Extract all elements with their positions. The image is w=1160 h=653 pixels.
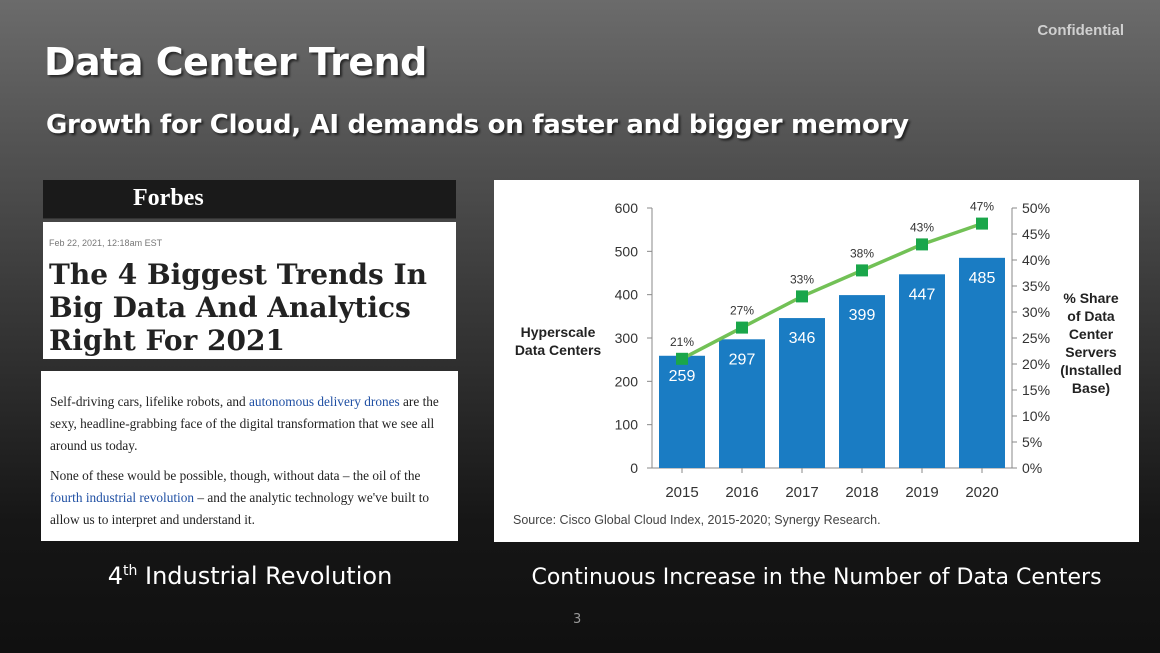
right-tick-label: 0% [1022,460,1042,476]
right-tick-label: 45% [1022,226,1050,242]
share-value-label: 43% [910,220,934,234]
bar-value-label: 485 [969,270,996,287]
right-caption: Continuous Increase in the Number of Dat… [531,565,1102,590]
chart-source: Source: Cisco Global Cloud Index, 2015-2… [513,513,881,527]
bar-value-label: 259 [669,368,696,385]
left-tick-label: 300 [615,330,639,346]
right-axis-title-line: Base) [1072,380,1110,396]
share-marker-2020 [976,217,988,230]
left-tick-label: 100 [615,417,639,433]
share-value-label: 38% [850,246,874,260]
slide-title: Data Center Trend [44,40,427,84]
share-value-label: 27% [730,304,754,318]
share-marker-2019 [916,238,928,251]
bar-2020 [959,257,1005,468]
right-axis-title-line: % Share [1063,290,1118,306]
right-tick-label: 10% [1022,408,1050,424]
right-tick-label: 15% [1022,382,1050,398]
bar-2018 [839,295,885,468]
share-marker-2016 [736,321,748,334]
right-axis-title-line: (Installed [1060,362,1121,378]
right-tick-label: 20% [1022,356,1050,372]
article-date: Feb 22, 2021, 12:18am EST [49,238,163,248]
left-caption: 4th Industrial Revolution [0,562,500,590]
article-headline: The 4 Biggest Trends In Big Data And Ana… [49,258,427,357]
page-number: 3 [573,612,582,627]
forbes-header: Forbes [43,180,456,219]
fourth-revolution-link[interactable]: fourth industrial revolution [50,490,195,505]
left-axis-title-line: Data Centers [515,342,602,358]
left-tick-label: 0 [630,460,638,476]
bar-value-label: 447 [909,286,936,303]
x-tick-label: 2019 [905,484,938,501]
bar-2017 [779,318,825,468]
share-value-label: 47% [970,200,994,214]
right-tick-label: 50% [1022,200,1050,216]
left-axis-title-line: Hyperscale [521,324,596,340]
x-tick-label: 2015 [665,484,698,501]
article-text: None of these would be possible, though,… [50,468,421,483]
right-tick-label: 40% [1022,252,1050,268]
caption-number: 4 [107,562,123,590]
data-center-chart: 0 100 200 300 400 500 600 0% 5% 10% 15% 20% 25% 30% 35… [494,180,1139,542]
article-text: – and the analytic technology we've buil… [50,490,430,527]
x-tick-label: 2016 [725,484,758,501]
share-value-label: 21% [670,335,694,349]
autonomous-drones-link[interactable]: autonomous delivery drones [249,394,400,409]
bar-2015 [659,355,705,468]
confidential-label: Confidential [1037,22,1124,39]
left-tick-label: 200 [615,373,639,389]
x-tick-label: 2017 [785,484,818,501]
right-tick-label: 25% [1022,330,1050,346]
right-axis-title-line: of Data [1067,308,1115,324]
left-tick-label: 600 [615,200,639,216]
bar-value-label: 399 [849,307,876,324]
right-tick-label: 35% [1022,278,1050,294]
share-marker-2017 [796,290,808,303]
article-paragraph-2: None of these would be possible, though,… [50,465,449,531]
bar-value-label: 346 [789,330,816,347]
article-text: are the sexy, headline-grabbing face of … [50,394,439,453]
slide-subtitle: Growth for Cloud, AI demands on faster a… [46,110,909,140]
forbes-article-heading: Feb 22, 2021, 12:18am EST The 4 Biggest … [43,222,456,359]
right-axis-title-line: Center [1069,326,1114,342]
right-tick-label: 30% [1022,304,1050,320]
x-tick-label: 2020 [965,484,998,501]
right-axis-title-line: Servers [1065,344,1117,360]
share-marker-2015 [676,352,688,365]
article-text: Self-driving cars, lifelike robots, and [50,394,250,409]
share-value-label: 33% [790,272,814,286]
article-paragraph-1: Self-driving cars, lifelike robots, and … [50,391,449,457]
left-tick-label: 500 [615,243,639,259]
bar-2016 [719,339,765,468]
share-marker-2018 [856,264,868,277]
x-tick-label: 2018 [845,484,878,501]
forbes-logo: Forbes [133,185,204,211]
caption-text: Industrial Revolution [137,562,393,590]
bar-2019 [899,274,945,468]
article-body: Self-driving cars, lifelike robots, and … [41,371,458,541]
left-tick-label: 400 [615,287,639,303]
share-line [681,221,983,361]
chart-svg: 0 100 200 300 400 500 600 0% 5% 10% 15% 20% 25% 30% 35… [513,200,1122,527]
bar-value-label: 297 [729,351,756,368]
caption-superscript: th [122,563,138,579]
right-tick-label: 5% [1022,434,1042,450]
